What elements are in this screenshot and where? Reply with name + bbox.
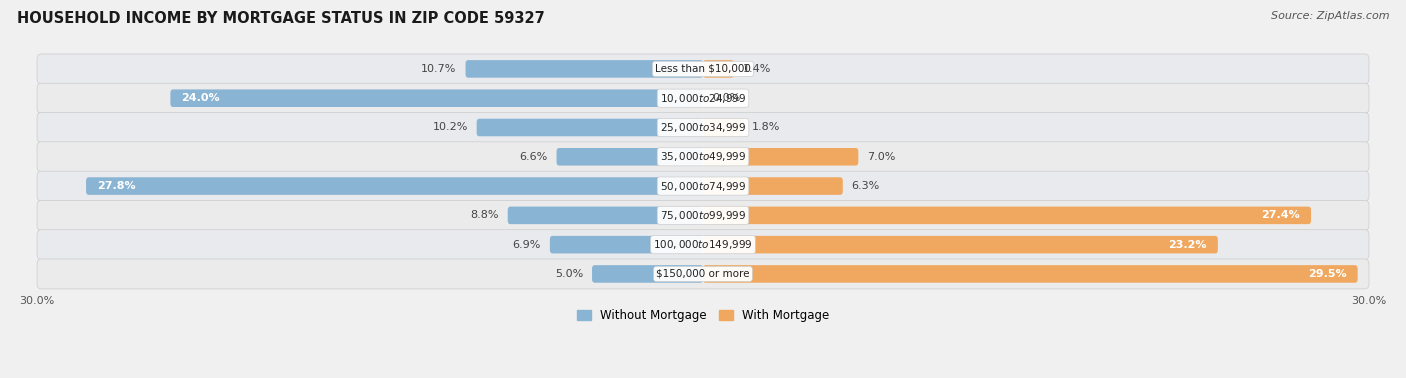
FancyBboxPatch shape xyxy=(703,148,858,166)
Text: $50,000 to $74,999: $50,000 to $74,999 xyxy=(659,180,747,192)
FancyBboxPatch shape xyxy=(86,177,703,195)
FancyBboxPatch shape xyxy=(37,54,1369,84)
FancyBboxPatch shape xyxy=(170,90,703,107)
FancyBboxPatch shape xyxy=(37,83,1369,113)
FancyBboxPatch shape xyxy=(37,113,1369,143)
Text: 27.4%: 27.4% xyxy=(1261,211,1301,220)
FancyBboxPatch shape xyxy=(37,259,1369,289)
Text: 6.9%: 6.9% xyxy=(513,240,541,249)
Text: 5.0%: 5.0% xyxy=(555,269,583,279)
Text: 23.2%: 23.2% xyxy=(1168,240,1206,249)
FancyBboxPatch shape xyxy=(703,265,1358,283)
FancyBboxPatch shape xyxy=(703,60,734,78)
Text: Source: ZipAtlas.com: Source: ZipAtlas.com xyxy=(1271,11,1389,21)
Text: 10.2%: 10.2% xyxy=(433,122,468,133)
FancyBboxPatch shape xyxy=(703,119,742,136)
FancyBboxPatch shape xyxy=(508,206,703,224)
Text: 27.8%: 27.8% xyxy=(97,181,136,191)
Text: 6.3%: 6.3% xyxy=(852,181,880,191)
Text: 29.5%: 29.5% xyxy=(1308,269,1347,279)
Text: 24.0%: 24.0% xyxy=(181,93,221,103)
Text: 7.0%: 7.0% xyxy=(868,152,896,162)
FancyBboxPatch shape xyxy=(465,60,703,78)
Text: $100,000 to $149,999: $100,000 to $149,999 xyxy=(654,238,752,251)
FancyBboxPatch shape xyxy=(37,230,1369,260)
Text: $150,000 or more: $150,000 or more xyxy=(657,269,749,279)
Text: 1.8%: 1.8% xyxy=(752,122,780,133)
FancyBboxPatch shape xyxy=(557,148,703,166)
FancyBboxPatch shape xyxy=(477,119,703,136)
Text: 1.4%: 1.4% xyxy=(742,64,772,74)
FancyBboxPatch shape xyxy=(703,236,1218,253)
Legend: Without Mortgage, With Mortgage: Without Mortgage, With Mortgage xyxy=(572,304,834,327)
FancyBboxPatch shape xyxy=(37,200,1369,230)
Text: $75,000 to $99,999: $75,000 to $99,999 xyxy=(659,209,747,222)
Text: 0.0%: 0.0% xyxy=(711,93,740,103)
FancyBboxPatch shape xyxy=(37,171,1369,201)
Text: $10,000 to $24,999: $10,000 to $24,999 xyxy=(659,92,747,105)
FancyBboxPatch shape xyxy=(550,236,703,253)
Text: $35,000 to $49,999: $35,000 to $49,999 xyxy=(659,150,747,163)
FancyBboxPatch shape xyxy=(37,142,1369,172)
FancyBboxPatch shape xyxy=(592,265,703,283)
Text: Less than $10,000: Less than $10,000 xyxy=(655,64,751,74)
FancyBboxPatch shape xyxy=(703,177,842,195)
Text: 10.7%: 10.7% xyxy=(422,64,457,74)
Text: HOUSEHOLD INCOME BY MORTGAGE STATUS IN ZIP CODE 59327: HOUSEHOLD INCOME BY MORTGAGE STATUS IN Z… xyxy=(17,11,544,26)
Text: $25,000 to $34,999: $25,000 to $34,999 xyxy=(659,121,747,134)
FancyBboxPatch shape xyxy=(703,206,1310,224)
Text: 6.6%: 6.6% xyxy=(519,152,548,162)
Text: 8.8%: 8.8% xyxy=(471,211,499,220)
